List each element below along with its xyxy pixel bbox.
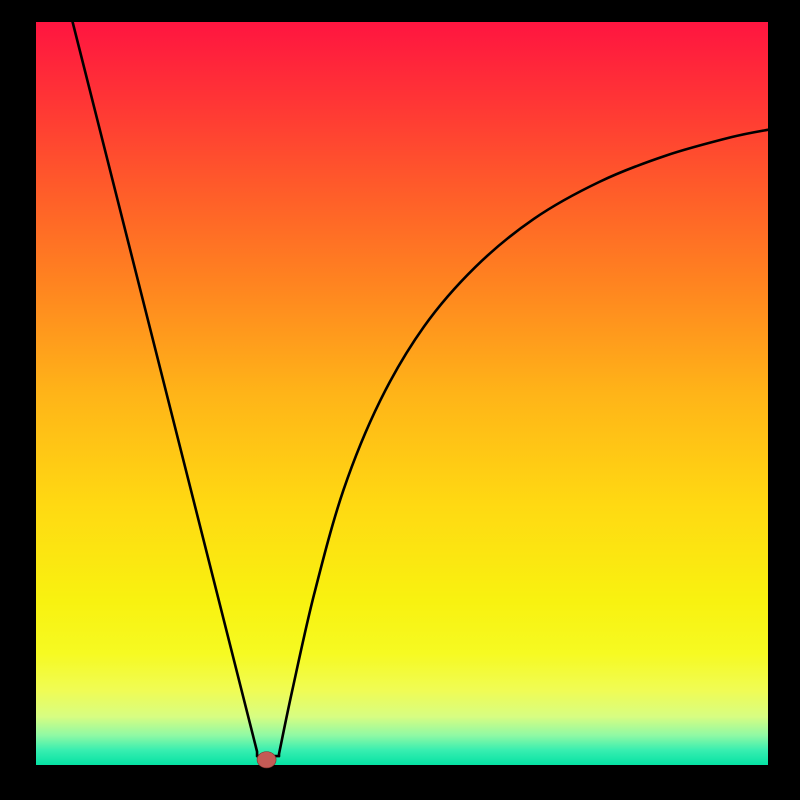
gradient-background (36, 22, 768, 765)
chart-stage: TheBottleneck.com (0, 0, 800, 800)
minimum-marker (257, 752, 276, 768)
chart-svg (0, 0, 800, 800)
watermark-label: TheBottleneck.com (586, 2, 792, 28)
